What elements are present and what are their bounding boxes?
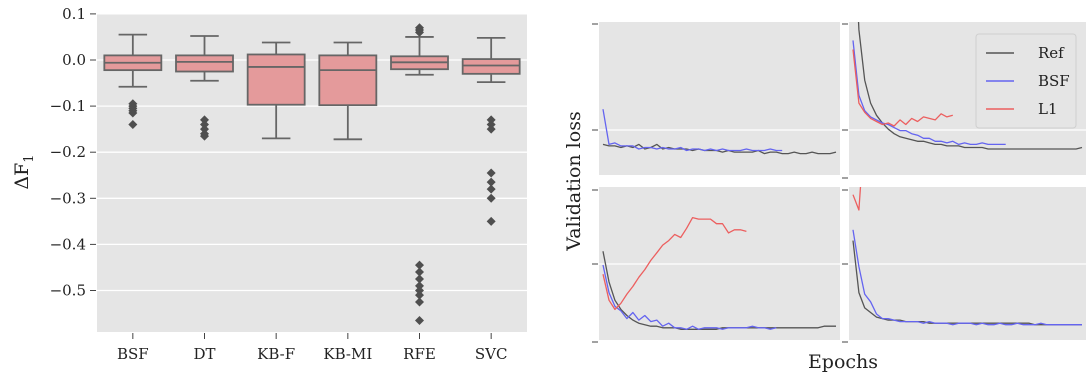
outlier-point — [415, 286, 424, 295]
x-tick-label: KB-MI — [323, 345, 372, 363]
boxplot-y-axis-label-main: ΔF — [11, 163, 33, 190]
legend-entry-bsf: BSF — [986, 72, 1070, 90]
series-line-l1 — [852, 187, 862, 211]
loss-curves-chart: Ref BSF L1 Epochs Validation loss — [563, 22, 1086, 373]
boxplot-y-axis-label: ΔF1 — [11, 154, 37, 189]
y-tick-label: 0.1 — [62, 5, 86, 23]
outlier-point — [486, 120, 496, 130]
boxplot-plot-area — [97, 14, 527, 332]
legend-label-l1: L1 — [1038, 100, 1058, 118]
series-line-ref — [602, 143, 837, 155]
x-tick-label: DT — [193, 345, 215, 363]
outlier-point — [415, 274, 424, 284]
loss-panel-ticks — [592, 23, 848, 343]
series-line-bsf — [852, 40, 1006, 146]
outlier-point — [200, 124, 209, 134]
x-tick-label: KB-F — [257, 345, 295, 363]
y-tick-label: −0.3 — [50, 189, 86, 207]
boxplot-x-ticks: BSF DT KB-F KB-MI RFE SVC — [117, 333, 507, 363]
box-svc — [461, 36, 521, 226]
outlier-point — [415, 290, 424, 300]
legend-frame — [975, 33, 1077, 129]
legend: Ref BSF L1 — [975, 33, 1077, 129]
series-line-ref — [857, 22, 1083, 150]
series-line-bsf — [602, 109, 783, 152]
outlier-point — [415, 315, 424, 325]
y-tick-label: −0.5 — [50, 282, 86, 300]
boxplot-gridlines — [97, 13, 527, 292]
outlier-point — [486, 193, 496, 203]
loss-series-lines — [602, 22, 1083, 330]
boxplot-chart: 0.1 0.0 −0.1 −0.2 −0.3 −0.4 −0.5 BSF DT KB-F KB-M… — [11, 5, 527, 363]
series-line-l1 — [852, 49, 953, 127]
outlier-point — [200, 131, 209, 141]
legend-entry-l1: L1 — [986, 100, 1058, 118]
outlier-point — [486, 115, 496, 125]
legend-label-ref: Ref — [1038, 44, 1065, 62]
series-line-bsf — [602, 264, 777, 330]
loss-panel-0-series — [602, 109, 837, 155]
loss-x-axis-label: Epochs — [808, 351, 878, 373]
outlier-point — [200, 120, 209, 130]
box-bsf — [103, 33, 163, 130]
box-kb-mi — [318, 41, 378, 141]
outlier-point — [415, 267, 424, 277]
outlier-point — [486, 168, 496, 178]
outlier-point — [486, 184, 496, 194]
loss-panel-2-series — [602, 216, 836, 330]
box-kb-f — [246, 41, 306, 140]
loss-panel-top-left — [599, 22, 840, 175]
box-body — [175, 54, 234, 73]
y-tick-label: 0.0 — [62, 51, 86, 69]
box-body — [246, 53, 306, 106]
box-dt — [175, 35, 234, 141]
y-tick-label: −0.1 — [50, 97, 86, 115]
outlier-point — [486, 216, 496, 226]
loss-panel-3-series — [852, 187, 1082, 326]
outlier-point — [128, 108, 138, 118]
outlier-point — [415, 27, 424, 37]
box-rfe — [390, 23, 449, 325]
outlier-point — [486, 124, 496, 134]
y-tick-label: −0.2 — [50, 143, 86, 161]
box-body — [461, 58, 521, 75]
outlier-point — [200, 115, 209, 125]
series-line-l1 — [602, 216, 747, 311]
outlier-point — [486, 177, 496, 187]
series-line-bsf — [852, 229, 1082, 326]
boxplot-boxes — [103, 23, 521, 325]
x-tick-label: RFE — [403, 345, 436, 363]
y-tick-label: −0.4 — [50, 235, 86, 253]
loss-y-axis-label: Validation loss — [563, 111, 585, 251]
outlier-point — [415, 281, 424, 291]
loss-panel-1-series — [852, 22, 1083, 150]
x-tick-label: BSF — [117, 345, 149, 363]
boxplot-y-axis-label-subscript: 1 — [22, 154, 37, 162]
outlier-point — [415, 297, 424, 307]
x-tick-label: SVC — [475, 345, 508, 363]
outlier-point — [415, 260, 424, 270]
boxplot-y-ticks: 0.1 0.0 −0.1 −0.2 −0.3 −0.4 −0.5 — [50, 5, 96, 300]
box-body — [318, 54, 378, 107]
legend-entry-ref: Ref — [986, 44, 1065, 62]
outlier-point — [128, 120, 138, 130]
legend-label-bsf: BSF — [1038, 72, 1070, 90]
